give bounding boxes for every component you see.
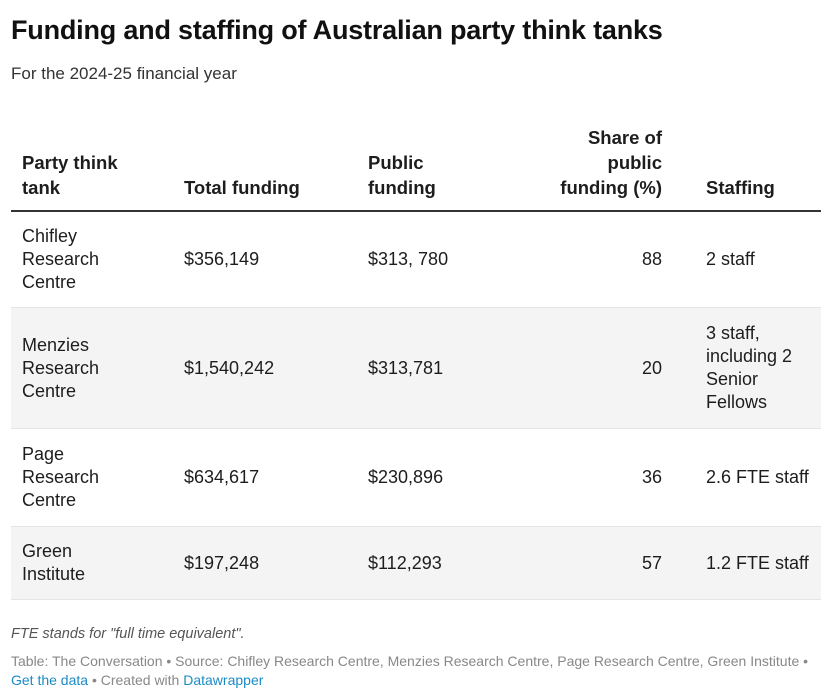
chart-title: Funding and staffing of Australian party…	[11, 15, 663, 45]
col-header-think-tank[interactable]: Party think tank	[11, 120, 173, 212]
cell-total-funding: $634,617	[173, 428, 357, 527]
col-header-public-funding[interactable]: Public funding	[357, 120, 534, 212]
cell-share: 57	[534, 526, 684, 600]
table-row: Menzies Research Centre $1,540,242 $313,…	[11, 307, 821, 429]
source-line: Table: The Conversation • Source: Chifle…	[11, 652, 811, 690]
source-text: Table: The Conversation • Source: Chifle…	[11, 653, 809, 669]
cell-public-funding: $230,896	[357, 428, 534, 527]
table-row: Page Research Centre $634,617 $230,896 3…	[11, 428, 821, 527]
data-table: Party think tank Total funding Public fu…	[11, 120, 821, 600]
cell-staffing: 3 staff, including 2 Senior Fellows	[684, 307, 821, 429]
cell-share: 88	[534, 211, 684, 308]
table-row: Green Institute $197,248 $112,293 57 1.2…	[11, 526, 821, 600]
get-data-link[interactable]: Get the data	[11, 672, 89, 688]
col-header-total-funding[interactable]: Total funding	[173, 120, 357, 212]
cell-share: 36	[534, 428, 684, 527]
cell-staffing: 2 staff	[684, 211, 821, 308]
col-header-share[interactable]: Share of public funding (%)	[534, 120, 684, 212]
datawrapper-link[interactable]: Datawrapper	[183, 672, 264, 688]
cell-public-funding: $313, 780	[357, 211, 534, 308]
cell-staffing: 2.6 FTE staff	[684, 428, 821, 527]
cell-staffing: 1.2 FTE staff	[684, 526, 821, 600]
cell-public-funding: $112,293	[357, 526, 534, 600]
col-header-staffing[interactable]: Staffing	[684, 120, 821, 212]
table-row: Chifley Research Centre $356,149 $313, 7…	[11, 211, 821, 308]
cell-total-funding: $197,248	[173, 526, 357, 600]
cell-think-tank: Menzies Research Centre	[11, 307, 173, 429]
chart-subtitle: For the 2024-25 financial year	[11, 64, 237, 83]
cell-public-funding: $313,781	[357, 307, 534, 429]
table-header-row: Party think tank Total funding Public fu…	[11, 120, 821, 212]
created-with-text: • Created with	[91, 672, 180, 688]
cell-total-funding: $356,149	[173, 211, 357, 308]
cell-think-tank: Chifley Research Centre	[11, 211, 173, 308]
cell-think-tank: Green Institute	[11, 526, 173, 600]
footnote: FTE stands for "full time equivalent".	[11, 626, 245, 642]
cell-total-funding: $1,540,242	[173, 307, 357, 429]
cell-think-tank: Page Research Centre	[11, 428, 173, 527]
cell-share: 20	[534, 307, 684, 429]
